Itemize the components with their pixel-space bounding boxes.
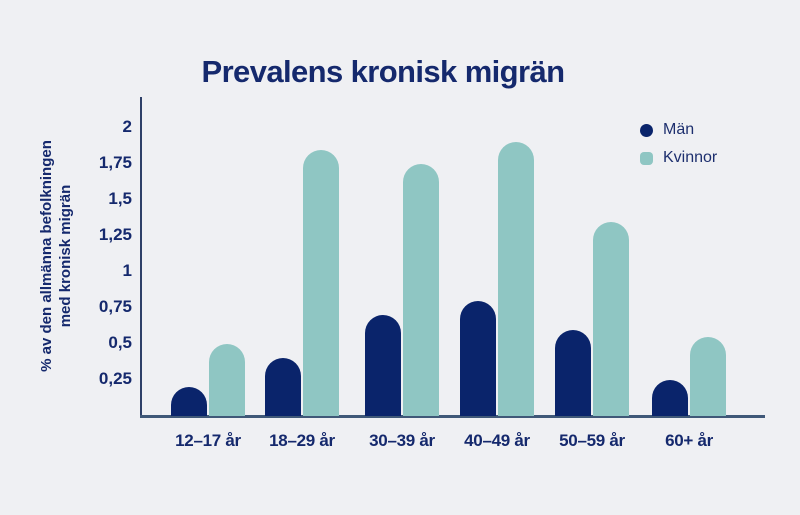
bar-man-12-17-ar	[171, 387, 207, 416]
bar-man-60-ar	[652, 380, 688, 416]
bar-man-18-29-ar	[265, 358, 301, 416]
y-tick-1-75: 1,75	[98, 153, 132, 172]
legend-label-man: Män	[663, 121, 695, 138]
bar-kvinnor-30-39-ar	[403, 164, 439, 416]
x-label-40-49-ar: 40–49 år	[464, 431, 530, 450]
bar-kvinnor-60-ar	[690, 337, 726, 416]
x-label-50-59-ar: 50–59 år	[559, 431, 625, 450]
x-label-30-39-ar: 30–39 år	[369, 431, 435, 450]
y-tick-0-5: 0,5	[108, 333, 132, 352]
chart-title: Prevalens kronisk migrän	[201, 54, 566, 89]
bar-kvinnor-18-29-ar	[303, 150, 339, 416]
legend-marker-kvinnor-icon	[640, 151, 653, 165]
y-tick-0-25: 0,25	[98, 369, 132, 388]
y-axis-line	[140, 97, 142, 417]
bar-kvinnor-12-17-ar	[209, 344, 245, 416]
x-axis-line	[140, 415, 765, 418]
legend: Män Kvinnor	[640, 121, 717, 177]
y-tick-2: 2	[122, 117, 132, 136]
bar-man-50-59-ar	[555, 330, 591, 416]
y-tick-1: 1	[122, 261, 132, 280]
bar-man-40-49-ar	[460, 301, 496, 416]
x-label-12-17-ar: 12–17 år	[175, 431, 241, 450]
legend-marker-man-icon	[640, 123, 653, 137]
bar-man-30-39-ar	[365, 315, 401, 416]
legend-item-kvinnor: Kvinnor	[640, 149, 717, 167]
bar-kvinnor-40-49-ar	[498, 142, 534, 416]
x-label-60-ar: 60+ år	[665, 431, 713, 450]
y-tick-1-25: 1,25	[98, 225, 132, 244]
y-tick-1-5: 1,5	[108, 189, 132, 208]
y-tick-0-75: 0,75	[98, 297, 132, 316]
legend-label-kvinnor: Kvinnor	[663, 149, 718, 166]
x-label-18-29-ar: 18–29 år	[269, 431, 335, 450]
legend-item-man: Män	[640, 121, 717, 139]
bar-kvinnor-50-59-ar	[593, 222, 629, 416]
